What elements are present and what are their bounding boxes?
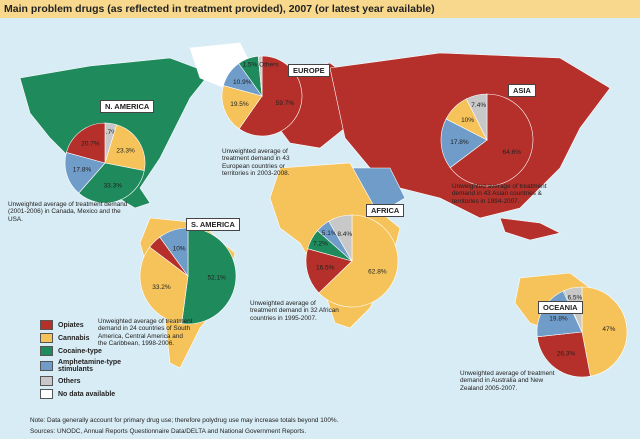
slice-label: 1.5% Others [242,62,279,69]
slice-label: 17.8% [73,167,92,174]
pie-slice [581,286,628,377]
slice-label: 10.9% [233,79,252,86]
slice-label: 47% [602,326,615,333]
pie: 59.7% 19.5% 10.9% 1.5% Others [221,55,303,137]
pie-slice [257,55,263,97]
region-note: Unweighted average of treatment demand i… [250,300,339,322]
pie: 4.7% 23.3% 33.3% 17.8% 20.7% [64,122,146,204]
region-label: N. AMERICA [100,100,155,113]
legend-item: Cocaine-type [40,346,150,356]
slice-label: 10% [461,117,474,124]
slice-label: 6.5% [567,294,582,301]
legend-swatch [40,320,53,330]
legend-item: Cannabis [40,333,150,343]
pie-slice [536,331,591,378]
pie: 62.8% 16.5% 7.2% 5.1% 8.4% [305,214,399,308]
legend-item: Amphetamine-type stimulants [40,359,150,373]
pie-slice [318,214,399,308]
pie-slice [104,124,146,171]
slice-label: 26.3% [557,350,576,357]
slice-label: 8.4% [337,231,352,238]
legend-swatch [40,346,53,356]
slice-label: 33.2% [152,284,171,291]
pie-slice [66,122,106,164]
footnote: Note: Data generally account for primary… [30,417,339,424]
slice-label: 17.8% [450,139,469,146]
pie-slice [238,55,303,137]
slice-label: 19.5% [230,101,249,108]
legend-swatch [40,333,53,343]
pie: 52.1% 33.2% 10% [139,227,237,325]
region-note: Unweighted average of treatment demand i… [98,318,193,348]
slice-label: 16.5% [316,264,335,271]
region-note: Unweighted average of treatment demand i… [460,370,555,392]
legend-swatch [40,361,53,371]
pie-slice [465,93,488,141]
legend-item: No data available [40,389,150,399]
pie-slice [221,85,263,130]
slice-label: 4.7% [102,129,117,136]
slice-label: 23.3% [116,147,135,154]
slice-label: 59.7% [276,100,295,107]
islands [499,217,561,241]
pies: 4.7% 23.3% 33.3% 17.8% 20.7% 59.7% 19.5% 10.9% 1… [64,55,628,378]
slice-label: 10% [173,245,186,252]
sources: Sources: UNODC, Annual Reports Questionn… [30,428,307,435]
pie-slice [78,162,145,204]
pie-slice [328,214,353,263]
slice-label: 33.3% [104,182,123,189]
slice-label: 52.1% [208,275,227,282]
region-label: ASIA [508,84,536,97]
legend-label: Cocaine-type [58,347,102,355]
pie-slice [305,248,353,294]
slice-label: 64.6% [502,149,521,156]
region-note: Unweighted average of treatment demand i… [452,183,547,205]
legend-label: Cannabis [58,334,90,342]
pie-slice [440,118,488,169]
slice-label: 62.8% [368,269,387,276]
region-label: OCEANIA [538,301,583,314]
slice-label: 5.1% [322,230,337,237]
pie-slice [181,227,237,325]
region-label: AFRICA [366,204,405,217]
pie: 64.6% 17.8% 10% 7.4% [440,93,534,187]
title: Main problem drugs (as reflected in trea… [0,0,640,18]
slice-label: 19.8% [549,315,568,322]
legend-label: Others [58,377,81,385]
pie: 47% 26.3% 19.8% 6.5% [536,286,628,378]
pie-slice [64,152,106,194]
legend-swatch [40,376,53,386]
slice-label: 7.2% [313,241,328,248]
slice-label: 20.7% [81,141,100,148]
legend-label: Opiates [58,321,84,329]
pie-slice [449,93,534,187]
region-note: Unweighted average of treatment demand i… [222,148,290,178]
region-label: EUROPE [288,64,330,77]
map: 4.7% 23.3% 33.3% 17.8% 20.7% 59.7% 19.5% 10.9% 1… [19,42,628,378]
legend-item: Opiates [40,320,150,330]
legend-swatch [40,389,53,399]
legend-label: No data available [58,390,116,398]
legend: Opiates Cannabis Cocaine-type Amphetamine-t… [40,320,150,402]
region-note: Unweighted average of treatment demand (… [8,201,128,223]
pie-slice [139,246,189,324]
legend-item: Others [40,376,150,386]
slice-label: 7.4% [471,102,486,109]
region-label: S. AMERICA [186,218,240,231]
legend-label: Amphetamine-type stimulants [58,359,122,373]
